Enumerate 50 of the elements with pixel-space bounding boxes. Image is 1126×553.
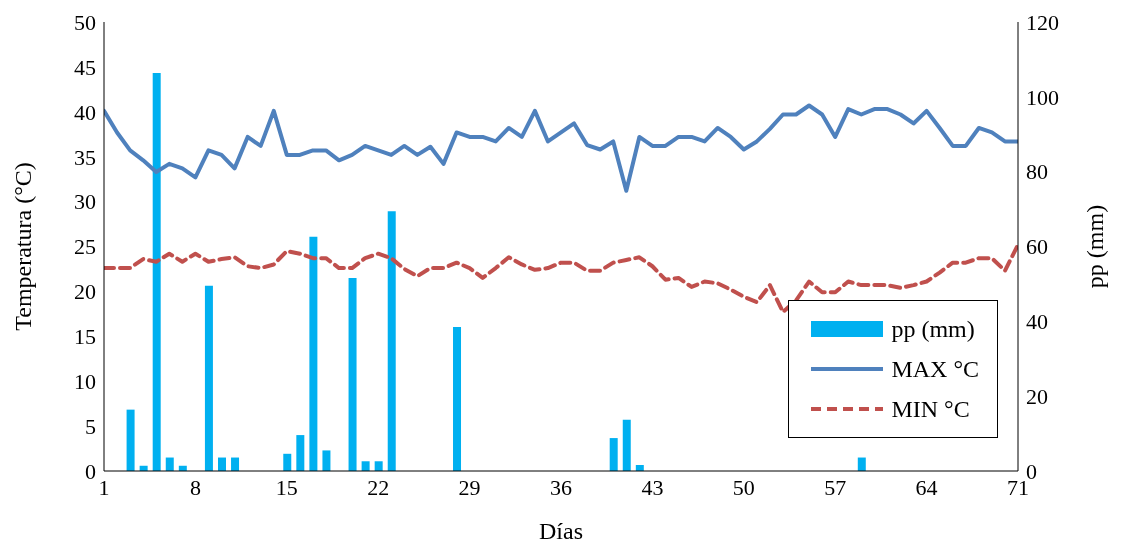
x-tick-label: 43 <box>641 474 664 500</box>
x-tick-label: 29 <box>458 474 481 500</box>
legend-label: pp (mm) <box>891 315 975 343</box>
line-series <box>104 103 1018 193</box>
bar <box>387 211 396 471</box>
y-tick-label: 10 <box>74 369 96 395</box>
y2-tick-label: 100 <box>1026 84 1059 110</box>
y2-tick-label: 120 <box>1026 9 1059 35</box>
y2-tick-label: 20 <box>1026 383 1048 409</box>
x-axis-title: Días <box>539 518 583 544</box>
y-tick-label: 50 <box>74 9 96 35</box>
bar <box>283 453 292 471</box>
x-tick-label: 22 <box>367 474 390 500</box>
bar <box>204 285 213 471</box>
x-tick-label: 1 <box>98 474 110 500</box>
y-tick-label: 15 <box>74 324 96 350</box>
x-tick-label: 57 <box>824 474 847 500</box>
legend-label: MIN °C <box>891 395 970 423</box>
bar <box>622 419 631 471</box>
bar <box>152 72 161 471</box>
legend-label: MAX °C <box>891 355 979 383</box>
y-tick-label: 25 <box>74 234 96 260</box>
y-tick-label: 30 <box>74 189 96 215</box>
y-axis-title: Temperatura (°C) <box>9 162 36 331</box>
x-tick-label: 64 <box>915 474 938 500</box>
x-tick-label: 15 <box>275 474 298 500</box>
y2-tick-label: 0 <box>1026 458 1037 484</box>
y-tick-label: 20 <box>74 279 96 305</box>
y2-tick-label: 40 <box>1026 309 1048 335</box>
bar <box>322 450 331 471</box>
bar <box>374 461 383 471</box>
x-tick-label: 8 <box>189 474 201 500</box>
x-tick-label: 50 <box>732 474 755 500</box>
bar <box>126 409 135 471</box>
y-tick-label: 45 <box>74 54 96 80</box>
line-series <box>104 242 1018 315</box>
y2-tick-label: 60 <box>1026 234 1048 260</box>
y-tick-label: 40 <box>74 99 96 125</box>
y-tick-label: 0 <box>85 458 96 484</box>
bar <box>309 236 318 471</box>
bar <box>296 435 305 471</box>
x-tick-label: 36 <box>550 474 572 500</box>
y2-tick-label: 80 <box>1026 159 1048 185</box>
bar <box>361 461 370 471</box>
y-tick-label: 35 <box>74 144 96 170</box>
y2-axis-title: pp (mm) <box>1081 204 1108 289</box>
bar <box>453 326 462 471</box>
bar <box>348 277 357 471</box>
y-tick-label: 5 <box>85 413 96 439</box>
bar <box>609 438 618 471</box>
